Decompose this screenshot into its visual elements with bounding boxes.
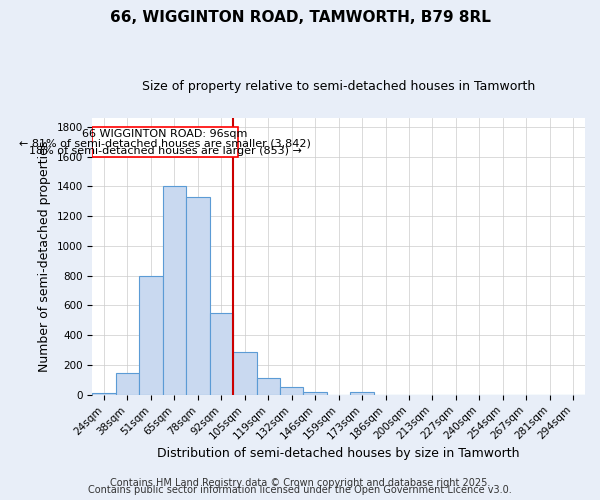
Bar [209, 313, 233, 395]
Title: Size of property relative to semi-detached houses in Tamworth: Size of property relative to semi-detach… [142, 80, 535, 93]
Bar [139, 276, 163, 395]
Bar [280, 386, 304, 395]
Bar [186, 196, 209, 395]
Text: Contains public sector information licensed under the Open Government Licence v3: Contains public sector information licen… [88, 485, 512, 495]
Text: ← 81% of semi-detached houses are smaller (3,842): ← 81% of semi-detached houses are smalle… [19, 138, 311, 148]
Text: 18% of semi-detached houses are larger (853) →: 18% of semi-detached houses are larger (… [29, 146, 301, 156]
Bar [116, 372, 139, 395]
X-axis label: Distribution of semi-detached houses by size in Tamworth: Distribution of semi-detached houses by … [157, 447, 520, 460]
Bar [350, 392, 374, 395]
Text: 66 WIGGINTON ROAD: 96sqm: 66 WIGGINTON ROAD: 96sqm [82, 129, 248, 139]
Bar [163, 186, 186, 395]
Y-axis label: Number of semi-detached properties: Number of semi-detached properties [38, 140, 51, 372]
Bar [257, 378, 280, 395]
Bar [92, 126, 238, 156]
Text: 66, WIGGINTON ROAD, TAMWORTH, B79 8RL: 66, WIGGINTON ROAD, TAMWORTH, B79 8RL [110, 10, 490, 25]
Bar [233, 352, 257, 395]
Text: Contains HM Land Registry data © Crown copyright and database right 2025.: Contains HM Land Registry data © Crown c… [110, 478, 490, 488]
Bar [304, 392, 327, 395]
Bar [92, 394, 116, 395]
